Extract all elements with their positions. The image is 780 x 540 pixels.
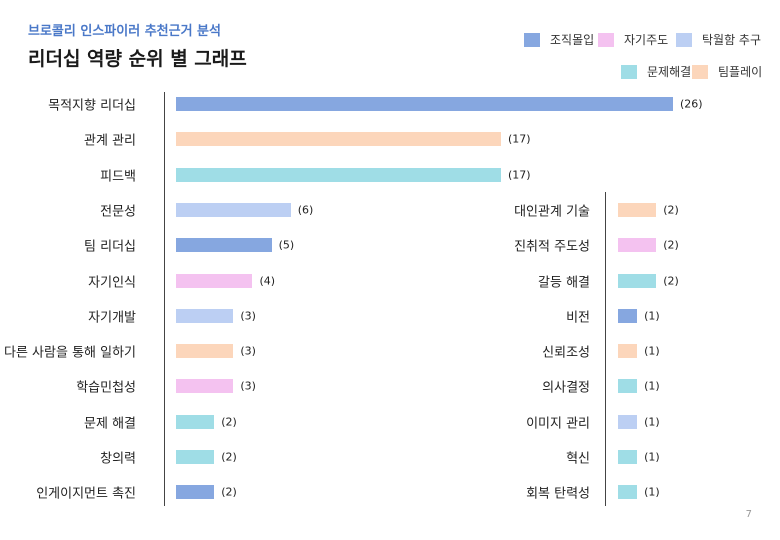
- legend-label: 탁월함 추구: [702, 33, 762, 47]
- bar-label: 갈등 해결: [538, 275, 590, 290]
- legend-swatch: [524, 32, 540, 47]
- bar-value-label: (2): [221, 485, 237, 499]
- bar-label: 신뢰조성: [542, 345, 590, 361]
- bar-value-label: (3): [240, 309, 256, 323]
- bar-label: 학습민첩성: [76, 380, 136, 396]
- bar-value-label: (6): [297, 203, 314, 217]
- bar: [618, 238, 657, 253]
- bar-label: 목적지향 리더십: [48, 98, 136, 114]
- legend-label: 자기주도: [624, 33, 669, 47]
- bar: [176, 132, 501, 147]
- bar-value-label: (3): [240, 379, 256, 393]
- bar-value-label: (2): [663, 203, 679, 217]
- legend-item: 조직몰입: [524, 31, 594, 48]
- bar: [618, 344, 638, 359]
- legend-swatch: [598, 32, 614, 47]
- right-panel-axis: [605, 192, 606, 506]
- report-subtitle: 브로콜리 인스파이러 추천근거 분석: [28, 24, 221, 39]
- bar-value-label: (3): [240, 344, 256, 358]
- bar: [176, 308, 234, 323]
- bar: [618, 450, 638, 464]
- left-panel-axis: [164, 92, 165, 506]
- bar: [176, 238, 272, 253]
- bar-value-label: (5): [278, 238, 295, 252]
- bar-value-label: (4): [259, 274, 276, 287]
- bar-value-label: (1): [644, 344, 660, 358]
- chart-title: 리더십 역량 순위 별 그래프: [28, 48, 247, 70]
- bar: [176, 97, 673, 111]
- bar-label: 전문성: [100, 204, 136, 220]
- bar: [618, 414, 638, 429]
- bar-label: 의사결정: [542, 380, 590, 396]
- bar-label: 피드백: [100, 169, 136, 185]
- bar-value-label: (1): [644, 309, 660, 323]
- bar: [176, 202, 291, 217]
- bar: [176, 167, 501, 182]
- bar: [618, 202, 657, 217]
- legend-label: 팀플레이: [718, 65, 763, 79]
- legend-label: 문제해결: [647, 65, 692, 79]
- legend-swatch: [676, 32, 692, 47]
- legend-item: 자기주도: [598, 31, 668, 48]
- bar-label: 혁신: [566, 451, 590, 467]
- bar: [176, 344, 234, 359]
- bar-label: 문제 해결: [84, 416, 136, 432]
- bar-value-label: (1): [644, 450, 660, 464]
- bar-label: 창의력: [100, 451, 136, 467]
- legend-item: 팀플레이: [692, 63, 762, 80]
- legend-item: 탁월함 추구: [676, 31, 761, 48]
- bar: [176, 485, 215, 500]
- bar: [176, 414, 215, 429]
- bar-label: 비전: [566, 310, 590, 326]
- bar-value-label: (2): [221, 415, 237, 429]
- bar-label: 팀 리더십: [84, 239, 136, 255]
- legend-label: 조직몰입: [550, 33, 595, 47]
- legend-swatch: [692, 64, 708, 79]
- bar-label: 다른 사람을 통해 일하기: [4, 345, 136, 361]
- bar-label: 진취적 주도성: [514, 239, 590, 255]
- bar-label: 관계 관리: [84, 133, 136, 149]
- page-number: 7: [745, 509, 752, 520]
- legend-swatch: [621, 64, 637, 79]
- bar-label: 자기인식: [88, 275, 136, 290]
- bar-label: 인게이지먼트 촉진: [36, 486, 136, 502]
- bar: [618, 379, 638, 394]
- bar: [618, 308, 638, 323]
- bar-value-label: (26): [680, 97, 703, 111]
- bar-value-label: (17): [507, 132, 531, 146]
- bar: [618, 273, 657, 288]
- bar-value-label: (1): [644, 415, 660, 429]
- bar-label: 대인관계 기술: [514, 204, 590, 220]
- bar: [176, 379, 234, 394]
- bar-value-label: (17): [507, 168, 531, 182]
- bar: [618, 485, 638, 500]
- bar: [176, 273, 253, 288]
- bar: [176, 450, 215, 464]
- bar-label: 이미지 관리: [526, 416, 590, 432]
- legend-item: 문제해결: [621, 63, 691, 80]
- bar-label: 회복 탄력성: [526, 486, 590, 502]
- bar-value-label: (1): [644, 485, 660, 499]
- bar-value-label: (2): [663, 274, 679, 287]
- bar-value-label: (1): [644, 379, 660, 393]
- bar-label: 자기개발: [88, 310, 136, 326]
- bar-value-label: (2): [663, 238, 679, 252]
- bar-value-label: (2): [221, 450, 237, 464]
